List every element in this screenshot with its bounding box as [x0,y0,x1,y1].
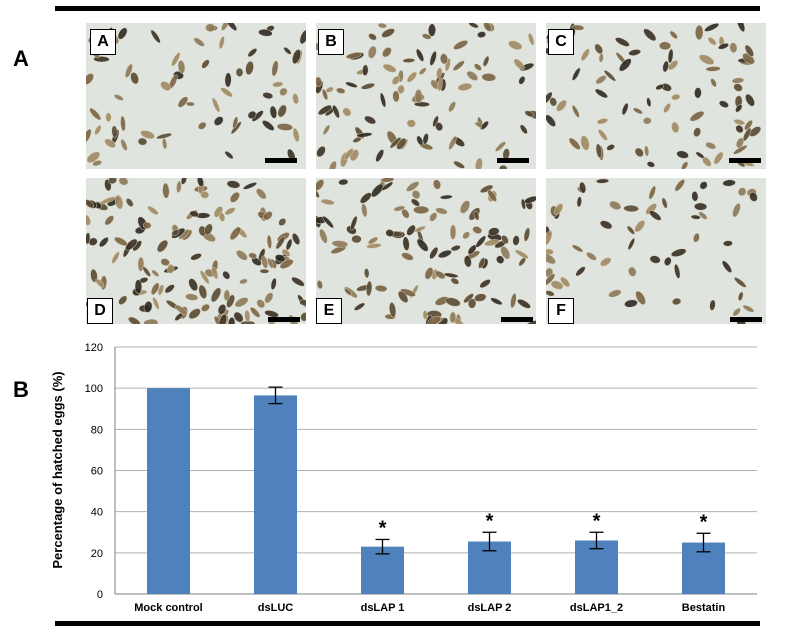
y-tick-label: 120 [85,342,103,354]
bars [147,388,725,594]
photo-label-d: D [87,298,113,324]
error-bars [268,386,711,555]
significance-marker: * [700,511,708,533]
error-bar [696,532,711,553]
error-bar [375,538,390,555]
error-bar [589,531,604,550]
hatching-bar-chart: 0 20 40 60 80 100 120 * * * * Mock control dsLUC ds… [50,342,757,614]
y-tick-label: 100 [85,383,103,395]
bar [575,540,618,594]
egg-photo-c: C [546,23,766,169]
x-tick-label: dsLAP1_2 [570,602,623,614]
y-tick-label: 0 [97,589,103,601]
y-tick-label: 60 [91,466,103,478]
panel-b-letter: B [13,377,29,402]
egg-photo-a: A [86,23,306,169]
photo-label-c: C [548,29,574,55]
x-tick-label: Bestatin [682,602,726,614]
scale-bar [265,158,297,163]
panel-a-letter: A [13,46,29,71]
y-tick-label: 80 [91,424,103,436]
y-tick-label: 40 [91,507,103,519]
error-bar [268,386,283,405]
scale-bar [730,317,762,322]
x-tick-label: dsLAP 2 [468,602,512,614]
x-tick-label: dsLAP 1 [361,602,405,614]
photo-label-b: B [318,29,344,55]
egg-photo-d: D [86,178,306,324]
photo-label-f: F [548,298,574,324]
scale-bar [729,158,761,163]
error-bar [482,531,497,552]
bar [361,546,404,594]
photo-label-e: E [316,298,342,324]
scale-bar [501,317,533,322]
bottom-rule [55,621,760,626]
bar [147,388,190,594]
x-tick-label: Mock control [134,602,202,614]
significance-marker: * [593,510,601,532]
scale-bar [497,158,529,163]
significance-marker: * [379,517,387,539]
y-tick-labels: 0 20 40 60 80 100 120 [85,342,103,601]
egg-photo-b: B [316,23,536,169]
significance-markers: * * * * [379,510,708,539]
x-tick-label: dsLUC [258,602,294,614]
x-tick-labels: Mock control dsLUC dsLAP 1 dsLAP 2 dsLAP1_2 B… [134,602,725,614]
egg-photo-e: E [316,178,536,324]
y-tick-label: 20 [91,548,103,560]
top-rule [55,6,760,11]
scale-bar [268,317,300,322]
egg-photo-f: F [546,178,766,324]
significance-marker: * [486,510,494,532]
gridlines [114,346,757,595]
photo-label-a: A [90,29,116,55]
bar [254,395,297,594]
y-axis-label: Percentage of hatched eggs (%) [50,371,65,568]
